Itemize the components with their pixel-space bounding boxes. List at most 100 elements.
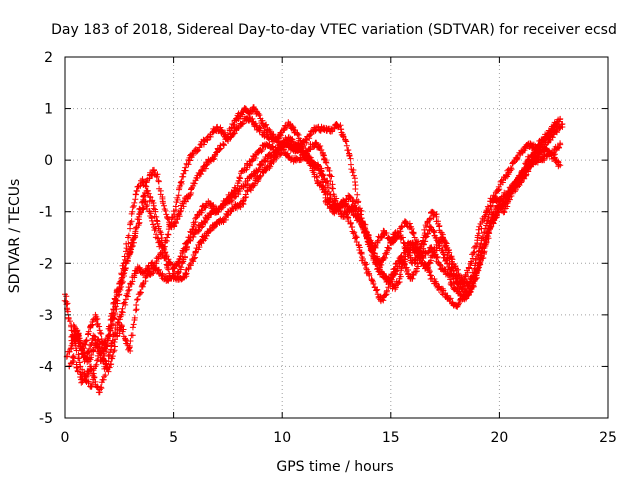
- data-point-marker: [219, 128, 226, 135]
- data-point-marker: [321, 189, 328, 196]
- data-point-marker: [217, 124, 224, 131]
- data-point-marker: [119, 271, 126, 278]
- data-point-marker: [518, 178, 525, 185]
- y-tick-label: -2: [39, 256, 53, 272]
- data-point-marker: [180, 170, 187, 177]
- data-point-marker: [389, 271, 396, 278]
- data-point-marker: [466, 264, 473, 271]
- data-point-marker: [102, 345, 109, 352]
- data-point-marker: [118, 308, 125, 315]
- data-point-marker: [71, 338, 78, 345]
- data-point-marker: [151, 227, 158, 234]
- data-point-marker: [151, 264, 158, 271]
- data-point-marker: [147, 210, 154, 217]
- data-point-marker: [330, 185, 337, 192]
- data-point-marker: [143, 273, 150, 280]
- data-point-marker: [94, 357, 101, 364]
- data-point-marker: [73, 347, 80, 354]
- data-point-marker: [319, 178, 326, 185]
- x-tick-label: 10: [273, 430, 291, 446]
- data-point-marker: [263, 131, 270, 138]
- data-point-marker: [400, 239, 407, 246]
- data-point-marker: [267, 131, 274, 138]
- data-point-marker: [135, 213, 142, 220]
- data-point-marker: [81, 373, 88, 380]
- data-point-marker: [249, 157, 256, 164]
- data-point-marker: [374, 291, 381, 298]
- data-point-marker: [129, 243, 136, 250]
- data-point-marker: [69, 333, 76, 340]
- data-point-marker: [312, 140, 319, 147]
- data-point-marker: [98, 385, 105, 392]
- data-point-marker: [447, 295, 454, 302]
- data-point-marker: [319, 171, 326, 178]
- data-point-marker: [165, 266, 172, 273]
- data-point-marker: [291, 127, 298, 134]
- data-point-marker: [112, 303, 119, 310]
- data-point-marker: [111, 343, 118, 350]
- data-point-marker: [426, 223, 433, 230]
- data-point-marker: [318, 167, 325, 174]
- data-point-marker: [373, 256, 380, 263]
- data-point-marker: [434, 253, 441, 260]
- data-point-marker: [522, 160, 529, 167]
- data-point-marker: [443, 256, 450, 263]
- data-point-marker: [176, 263, 183, 270]
- data-point-marker: [420, 245, 427, 252]
- chart-title: Day 183 of 2018, Sidereal Day-to-day VTE…: [51, 22, 617, 38]
- data-point-marker: [111, 339, 118, 346]
- data-point-marker: [128, 243, 135, 250]
- data-point-marker: [164, 234, 171, 241]
- data-point-marker: [160, 202, 167, 209]
- data-point-marker: [135, 222, 142, 229]
- data-point-marker: [131, 234, 138, 241]
- data-point-marker: [422, 234, 429, 241]
- data-point-marker: [266, 126, 273, 133]
- data-point-marker: [126, 286, 133, 293]
- data-point-marker: [351, 179, 358, 186]
- data-point-marker: [199, 168, 206, 175]
- data-point-marker: [66, 348, 73, 355]
- data-point-marker: [105, 368, 112, 375]
- data-point-marker: [342, 137, 349, 144]
- data-point-marker: [382, 229, 389, 236]
- data-point-marker: [106, 331, 113, 338]
- data-point-marker: [93, 361, 100, 368]
- data-point-marker: [475, 226, 482, 233]
- data-point-marker: [395, 279, 402, 286]
- data-point-marker: [297, 137, 304, 144]
- data-point-marker: [183, 243, 190, 250]
- data-point-marker: [148, 270, 155, 277]
- data-point-marker: [230, 130, 237, 137]
- data-point-marker: [158, 231, 165, 238]
- data-point-marker: [411, 260, 418, 267]
- data-point-marker: [315, 143, 322, 150]
- data-point-marker: [182, 164, 189, 171]
- data-point-marker: [172, 203, 179, 210]
- data-point-marker: [342, 202, 349, 209]
- data-point-marker: [133, 187, 140, 194]
- data-point-marker: [98, 330, 105, 337]
- data-point-marker: [360, 226, 367, 233]
- data-point-marker: [399, 234, 406, 241]
- data-point-marker: [325, 198, 332, 205]
- data-point-marker: [388, 276, 395, 283]
- data-point-marker: [122, 265, 129, 272]
- data-point-marker: [126, 343, 133, 350]
- data-point-marker: [476, 260, 483, 267]
- data-point-marker: [137, 289, 144, 296]
- data-point-marker: [205, 214, 212, 221]
- data-point-marker: [557, 162, 564, 169]
- data-point-marker: [456, 300, 463, 307]
- data-point-marker: [498, 204, 505, 211]
- data-point-marker: [220, 142, 227, 149]
- data-point-marker: [349, 169, 356, 176]
- data-point-marker: [69, 354, 76, 361]
- data-point-marker: [392, 261, 399, 268]
- data-point-marker: [195, 147, 202, 154]
- data-point-marker: [153, 173, 160, 180]
- data-point-marker: [236, 175, 243, 182]
- data-point-marker: [76, 337, 83, 344]
- data-point-marker: [121, 299, 128, 306]
- data-point-marker: [154, 220, 161, 227]
